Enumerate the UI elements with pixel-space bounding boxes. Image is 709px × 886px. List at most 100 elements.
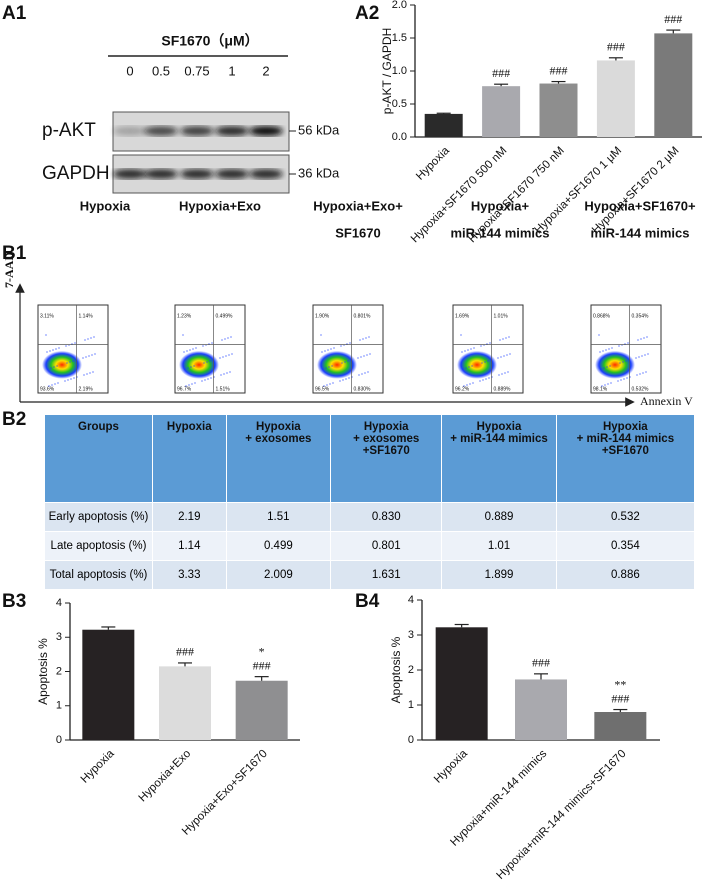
cell-cloud xyxy=(317,350,357,379)
cell-dot xyxy=(480,345,482,347)
cell-cloud xyxy=(457,350,497,379)
cell-dot xyxy=(231,353,233,355)
flow-title: Hypoxia xyxy=(80,198,131,213)
cell-dot xyxy=(462,368,464,370)
y-tick-label: 0 xyxy=(408,734,414,746)
cell-dot xyxy=(460,334,462,336)
flow-plot xyxy=(312,304,384,394)
header-line: Hypoxia xyxy=(476,421,522,433)
cell-dot xyxy=(498,374,500,376)
cell-dot xyxy=(84,339,86,341)
cell-dot xyxy=(89,372,91,374)
table-cell: 1.14 xyxy=(152,531,227,561)
cell-dot xyxy=(602,350,604,352)
header-line: Hypoxia xyxy=(602,421,648,433)
y-tick-label: 0 xyxy=(56,734,62,746)
bar xyxy=(539,83,578,137)
dose-label: 0 xyxy=(126,63,133,78)
quadrant-value: 0.354% xyxy=(632,313,650,319)
cell-dot xyxy=(52,349,54,351)
cell-dot xyxy=(506,354,508,356)
flow-plot xyxy=(37,304,109,394)
treatment-label: SF1670（μM） xyxy=(161,33,258,49)
y-tick-label: 1 xyxy=(56,700,62,712)
quadrant-value: 3.11% xyxy=(40,313,54,319)
cell-dot xyxy=(186,350,188,352)
flow-title: Hypoxia+Exo+ xyxy=(313,198,403,213)
cell-dot xyxy=(57,382,59,384)
table-cell: 0.830 xyxy=(330,502,443,532)
cell-dot xyxy=(604,384,606,386)
cell-dot xyxy=(641,355,643,357)
cell-dot xyxy=(223,373,225,375)
significance-mark: ** xyxy=(614,677,626,691)
cell-dot xyxy=(325,367,327,369)
cell-dot xyxy=(226,372,228,374)
cell-dot xyxy=(617,380,619,382)
cell-dot xyxy=(345,378,347,380)
cell-dot xyxy=(488,377,490,379)
cell-dot xyxy=(321,351,323,353)
table-cell: Total apoptosis (%) xyxy=(45,560,153,589)
apoptosis-table: Groups Hypoxia Hypoxia + exosomes Hypoxia + e… xyxy=(45,415,696,589)
protein-label: p-AKT xyxy=(42,120,96,141)
table-cell: 1.51 xyxy=(226,502,332,532)
header-line: Hypoxia xyxy=(255,421,301,433)
cell-dot xyxy=(463,385,465,387)
flow-y-label: 7-AAD xyxy=(2,252,16,288)
x-tick-label: Hypoxia+miR-144 mimics+SF1670 xyxy=(494,748,628,882)
significance-mark: ### xyxy=(532,656,550,670)
cell-dot xyxy=(88,355,90,357)
cell-dot xyxy=(66,362,68,364)
cell-dot xyxy=(647,353,649,355)
cell-dot xyxy=(182,334,184,336)
cell-dot xyxy=(45,334,47,336)
band xyxy=(144,126,178,136)
panel-label: B1 xyxy=(2,243,27,264)
panel-label: A1 xyxy=(2,3,27,24)
cell-dot xyxy=(328,366,330,368)
band xyxy=(249,126,283,136)
dose-label: 2 xyxy=(262,63,269,78)
header-line: Hypoxia xyxy=(166,421,212,433)
cell-dot xyxy=(622,361,624,363)
column-header: Hypoxia + exosomes xyxy=(226,415,332,503)
cell-dot xyxy=(610,382,612,384)
cell-dot xyxy=(188,384,190,386)
significance-mark: ### xyxy=(253,658,271,672)
cell-dot xyxy=(611,347,613,349)
cell-dot xyxy=(470,348,472,350)
cell-dot xyxy=(70,378,72,380)
dose-label: 0.75 xyxy=(184,63,209,78)
table-cell: Late apoptosis (%) xyxy=(45,531,153,561)
cell-dot xyxy=(620,379,622,381)
cell-dot xyxy=(487,360,489,362)
cell-dot xyxy=(626,377,628,379)
cell-dot xyxy=(479,380,481,382)
y-tick-label: 3 xyxy=(56,631,62,643)
cell-dot xyxy=(364,372,366,374)
cell-dot xyxy=(497,357,499,359)
quadrant-value: 1.14% xyxy=(79,313,94,319)
cell-dot xyxy=(228,354,230,356)
table-cell: 2.009 xyxy=(226,560,332,589)
cell-dot xyxy=(508,336,510,338)
cell-dot xyxy=(368,336,370,338)
header-line: Groups xyxy=(78,421,119,433)
cell-dot xyxy=(505,337,507,339)
quadrant-value: 93.6% xyxy=(40,386,55,392)
panel-label: B3 xyxy=(2,591,26,612)
cell-dot xyxy=(73,377,75,379)
cell-dot xyxy=(609,365,611,367)
cell-dot xyxy=(363,355,365,357)
cell-dot xyxy=(191,383,193,385)
y-axis-label: p-AKT / GAPDH xyxy=(380,28,394,114)
cell-dot xyxy=(640,338,642,340)
band xyxy=(144,169,178,179)
cell-dot xyxy=(623,378,625,380)
band xyxy=(215,169,249,179)
bar xyxy=(482,86,521,137)
flow-plot xyxy=(174,304,246,394)
protein-label: GAPDH xyxy=(42,163,110,184)
